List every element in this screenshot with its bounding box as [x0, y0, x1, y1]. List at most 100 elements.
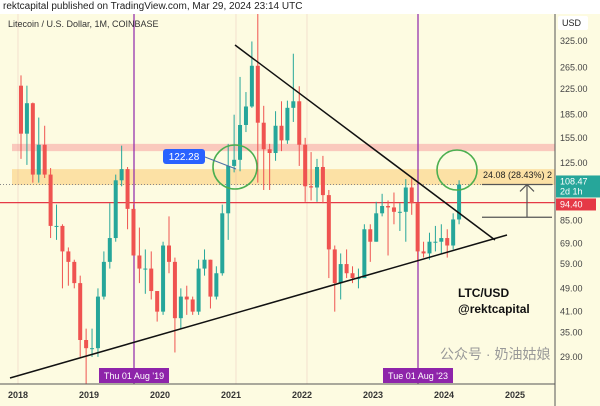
- callout-label: 122.28: [169, 152, 200, 163]
- symbol-title: Litecoin / U.S. Dollar, 1M, COINBASE: [8, 19, 159, 29]
- time-tick: 2022: [292, 390, 312, 400]
- candle-body: [184, 296, 189, 300]
- candle-body: [386, 206, 391, 208]
- candle-body: [220, 213, 225, 274]
- candle-body: [107, 238, 112, 262]
- candle-body: [451, 219, 456, 246]
- candle-body: [326, 195, 331, 250]
- candle-body: [190, 299, 195, 312]
- price-tick: 155.00: [560, 133, 588, 143]
- time-tick: 2021: [221, 390, 241, 400]
- price-tick: 225.00: [560, 84, 588, 94]
- price-tick: 59.00: [560, 259, 583, 269]
- candle-body: [457, 184, 462, 220]
- ascending-trendline: [9, 234, 508, 379]
- candle-body: [380, 206, 385, 214]
- candle-body: [362, 229, 367, 279]
- time-tick: 2020: [150, 390, 170, 400]
- candle-body: [19, 85, 23, 134]
- marker-date: Tue 01 Aug '23: [388, 371, 448, 381]
- candle-body: [439, 238, 444, 242]
- marker-date: Thu 01 Aug '19: [104, 371, 164, 381]
- candle-body: [297, 101, 302, 145]
- candle-body: [60, 225, 65, 252]
- callout-pointer: [204, 156, 237, 170]
- candle-body: [315, 166, 319, 188]
- price-tick: 125.00: [560, 158, 588, 168]
- price-tick: 185.00: [560, 110, 588, 120]
- candle-body: [421, 251, 426, 254]
- candle-body: [78, 283, 83, 341]
- candle-body: [403, 187, 408, 212]
- candle-body: [161, 245, 166, 312]
- candle-body: [344, 264, 349, 274]
- candle-body: [149, 268, 154, 292]
- candle-body: [338, 264, 343, 284]
- candle-body: [54, 225, 59, 227]
- candle-body: [332, 249, 337, 284]
- support-zone: [12, 169, 555, 186]
- candle-body: [36, 144, 41, 175]
- currency-label: USD: [562, 18, 582, 28]
- logo-text: LTC/USD: [458, 286, 509, 300]
- candle-body: [125, 169, 130, 209]
- candle-body: [249, 65, 254, 107]
- price-chart[interactable]: 122.28 24.08 (28.43%) 2 LTC/USD @rektcapita…: [0, 14, 600, 406]
- candle-body: [155, 291, 160, 312]
- candle-body: [374, 213, 379, 242]
- candle-body: [72, 261, 77, 284]
- candle-body: [267, 149, 272, 154]
- currency-box: [558, 16, 588, 30]
- marker-date-tag: [99, 368, 169, 383]
- candle-body: [208, 259, 213, 297]
- candle-body: [214, 273, 219, 297]
- publish-header: rektcapital published on TradingView.com…: [0, 0, 600, 14]
- price-tick: 29.00: [560, 352, 583, 362]
- price-tick: 69.00: [560, 239, 583, 249]
- candle-body: [433, 241, 438, 243]
- candle-body: [101, 261, 106, 297]
- price-tick: 35.00: [560, 327, 583, 337]
- candle-body: [226, 165, 231, 214]
- candle-body: [409, 187, 414, 204]
- last-price-tag: [556, 175, 600, 198]
- candle-body: [303, 144, 308, 187]
- candle-body: [113, 180, 118, 239]
- level-price: 94.40: [560, 199, 583, 209]
- time-tick: 2018: [8, 390, 28, 400]
- candle-body: [119, 169, 124, 181]
- arrow-head-icon: [519, 183, 535, 192]
- price-tick: 85.00: [560, 215, 583, 225]
- candle-body: [167, 245, 171, 262]
- level-tag: [556, 198, 596, 211]
- price-tick: 49.00: [560, 283, 583, 293]
- candle-body: [238, 124, 243, 160]
- callout-box: [163, 149, 205, 164]
- candle-body: [202, 259, 207, 269]
- resistance-zone: [12, 143, 555, 152]
- last-price: 108.47: [560, 176, 588, 186]
- candle-body: [273, 125, 278, 154]
- candle-body: [279, 125, 284, 141]
- candle-body: [131, 208, 136, 256]
- candle-body: [350, 273, 355, 279]
- candle-body: [66, 251, 71, 262]
- time-tick: 2024: [434, 390, 454, 400]
- candle-body: [397, 211, 402, 213]
- descending-trendline: [234, 44, 496, 241]
- watermark: 公众号 · 奶油姑娘: [440, 346, 550, 362]
- candle-body: [143, 268, 148, 270]
- candle-body: [196, 268, 201, 312]
- candle-body: [95, 296, 100, 349]
- measure-label: 24.08 (28.43%) 2: [483, 170, 552, 180]
- candle-body: [320, 166, 325, 196]
- candle-body: [84, 340, 89, 349]
- highlight-circle: [212, 144, 258, 190]
- candle-body: [391, 207, 396, 212]
- candle-body: [243, 106, 248, 125]
- time-tick: 2019: [79, 390, 99, 400]
- candle-body: [24, 103, 29, 134]
- time-tick: 2025: [505, 390, 525, 400]
- candle-body: [48, 174, 53, 226]
- candle-body: [90, 348, 95, 350]
